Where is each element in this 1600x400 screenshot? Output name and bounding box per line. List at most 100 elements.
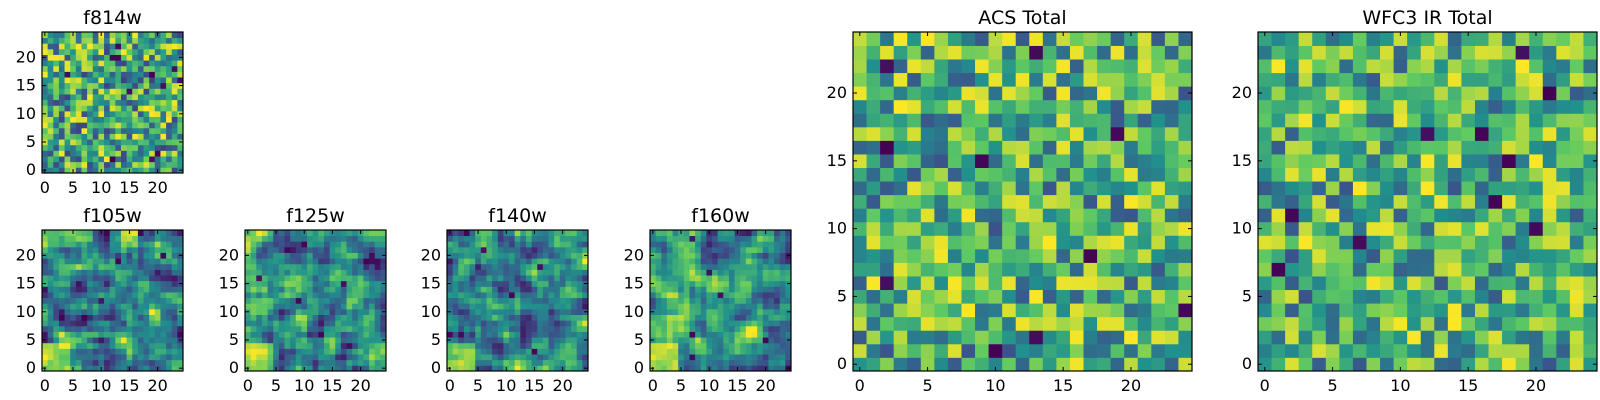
heatmap-cell (893, 330, 908, 345)
heatmap-cell (1137, 154, 1152, 168)
heatmap-cell (132, 144, 139, 151)
heatmap-cell (154, 54, 161, 61)
heatmap-cell (75, 127, 82, 134)
heatmap-cell (1434, 113, 1449, 128)
heatmap-cell (256, 286, 263, 293)
heatmap-cell (92, 280, 99, 287)
heatmap-cell (1542, 113, 1557, 128)
heatmap-cell (256, 320, 263, 327)
heatmap-cell (1352, 221, 1367, 236)
heatmap-cell (475, 263, 482, 270)
heatmap-cell (1556, 99, 1571, 114)
heatmap-cell (75, 325, 82, 332)
heatmap-cell (866, 59, 881, 74)
heatmap-cell (1420, 86, 1435, 101)
heatmap-cell (166, 359, 173, 366)
heatmap-cell (1164, 343, 1179, 358)
heatmap-cell (1447, 235, 1462, 250)
heatmap-cell (520, 365, 527, 372)
heatmap-cell (1271, 262, 1286, 277)
heatmap-cell (853, 140, 867, 155)
heatmap-cell (1474, 208, 1489, 223)
heatmap-cell (650, 342, 657, 349)
heatmap-cell (531, 325, 538, 332)
heatmap-cell (132, 43, 139, 50)
heatmap-cell (1110, 208, 1125, 223)
heatmap-cell (335, 275, 342, 282)
heatmap-cell (261, 337, 268, 344)
heatmap-cell (137, 82, 144, 89)
heatmap-cell (98, 82, 105, 89)
heatmap-cell (363, 331, 370, 338)
heatmap-cell (728, 235, 735, 242)
heatmap-cell (554, 258, 561, 265)
heatmap-cells (245, 230, 387, 372)
heatmap-cell (64, 110, 71, 117)
heatmap-cell (650, 258, 657, 265)
heatmap-cell (87, 54, 94, 61)
heatmap-cell (880, 221, 895, 236)
heatmap-cell (486, 263, 493, 270)
heatmap-cell (695, 275, 702, 282)
heatmap-cell (1137, 59, 1152, 74)
heatmap-cell (497, 314, 504, 321)
heatmap-cell (920, 248, 935, 263)
heatmap-cell (137, 263, 144, 270)
heatmap-cell (301, 314, 308, 321)
heatmap-cell (104, 359, 111, 366)
heatmap-cell (700, 359, 707, 366)
heatmap-cell (87, 127, 94, 134)
heatmap-cell (734, 297, 741, 304)
heatmap-cell (318, 331, 325, 338)
heatmap-cell (160, 43, 167, 50)
heatmap-cell (369, 337, 376, 344)
heatmap-cell (1178, 99, 1193, 114)
heatmap-cell (774, 331, 781, 338)
heatmap-cell (75, 167, 82, 174)
heatmap-cell (104, 269, 111, 276)
heatmap-cell (700, 308, 707, 315)
heatmap-cell (853, 72, 867, 87)
heatmap-cell (554, 365, 561, 372)
heatmap-cell (757, 286, 764, 293)
heatmap-cell (503, 246, 510, 253)
heatmap-cell (582, 297, 589, 304)
heatmap-cell (734, 359, 741, 366)
heatmap-cell (576, 263, 583, 270)
heatmap-cell (1137, 45, 1152, 60)
heatmap-cell (352, 252, 359, 259)
heatmap-cell (531, 320, 538, 327)
heatmap-cell (318, 354, 325, 361)
heatmap-cell (907, 248, 922, 263)
heatmap-cell (1393, 289, 1408, 304)
heatmap-cell (712, 258, 719, 265)
heatmap-cell (650, 354, 657, 361)
heatmap-cell (492, 314, 499, 321)
heatmap-cell (447, 241, 454, 248)
heatmap-cell (757, 354, 764, 361)
heatmap-cell (329, 337, 336, 344)
heatmap-cell (250, 297, 257, 304)
heatmap-cell (312, 263, 319, 270)
heatmap-cell (469, 269, 476, 276)
heatmap-cell (1110, 45, 1125, 60)
heatmap-cell (120, 94, 127, 101)
heatmap-cell (374, 348, 381, 355)
heatmap-cell (1042, 343, 1057, 358)
heatmap-cell (70, 116, 77, 123)
heatmap-cell (53, 275, 60, 282)
heatmap-cell (1312, 316, 1327, 331)
heatmap-cell (98, 308, 105, 315)
heatmap-cell (1488, 167, 1503, 182)
heatmap-cell (1569, 99, 1584, 114)
heatmap-cell (109, 252, 116, 259)
heatmap-cell (143, 144, 150, 151)
y-tick-label: 20 (421, 245, 441, 264)
heatmap-cell (582, 275, 589, 282)
heatmap-cell (554, 297, 561, 304)
heatmap-cell (171, 60, 178, 67)
heatmap-cell (109, 303, 116, 310)
heatmap-cell (1380, 72, 1394, 87)
heatmap-cell (576, 320, 583, 327)
